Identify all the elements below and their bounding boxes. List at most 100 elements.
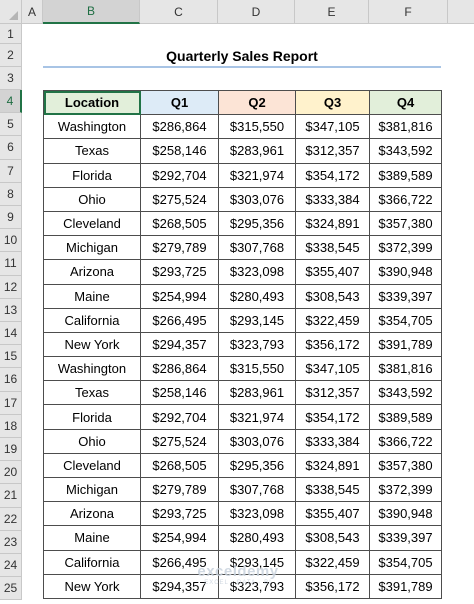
sales-cell-q1[interactable]: $275,524 [140,186,219,212]
row-header-14[interactable]: 14 [0,322,22,346]
sales-cell-q4[interactable]: $391,789 [369,573,442,599]
sales-cell-q3[interactable]: $322,459 [295,549,370,575]
sales-cell-q1[interactable]: $293,725 [140,259,219,285]
sales-cell-q1[interactable]: $258,146 [140,138,219,164]
sales-cell-q1[interactable]: $254,994 [140,525,219,551]
row-header-5[interactable]: 5 [0,113,22,137]
sales-cell-q4[interactable]: $381,816 [369,356,442,382]
row-header-18[interactable]: 18 [0,414,22,438]
sales-cell-q4[interactable]: $391,789 [369,331,442,358]
sales-cell-q4[interactable]: $354,705 [369,549,442,575]
sales-cell-q2[interactable]: $321,974 [218,404,296,430]
column-header-c[interactable]: C [140,0,218,24]
sales-cell-q4[interactable]: $343,592 [369,380,442,406]
sales-cell-q3[interactable]: $308,543 [295,283,370,309]
row-header-1[interactable]: 1 [0,24,22,44]
header-q4[interactable]: Q4 [369,89,442,116]
sales-cell-q2[interactable]: $280,493 [218,283,296,309]
sales-cell-q3[interactable]: $322,459 [295,307,370,333]
location-cell[interactable]: Michigan [43,476,141,503]
row-header-7[interactable]: 7 [0,159,22,183]
sales-cell-q3[interactable]: $355,407 [295,501,370,527]
row-header-21[interactable]: 21 [0,484,22,508]
row-header-20[interactable]: 20 [0,461,22,485]
sales-cell-q1[interactable]: $266,495 [140,307,219,333]
location-cell[interactable]: Florida [43,162,141,188]
sales-cell-q2[interactable]: $323,793 [218,573,296,599]
sales-cell-q1[interactable]: $254,994 [140,283,219,309]
sales-cell-q2[interactable]: $293,145 [218,549,296,575]
row-header-2[interactable]: 2 [0,44,22,67]
sales-cell-q4[interactable]: $390,948 [369,259,442,285]
row-header-10[interactable]: 10 [0,229,22,253]
location-cell[interactable]: Cleveland [43,210,141,237]
sales-cell-q3[interactable]: $347,105 [295,356,370,382]
sales-cell-q4[interactable]: $366,722 [369,428,442,454]
sales-cell-q2[interactable]: $280,493 [218,525,296,551]
sales-cell-q3[interactable]: $356,172 [295,331,370,358]
sales-cell-q4[interactable]: $381,816 [369,114,442,140]
sales-cell-q4[interactable]: $354,705 [369,307,442,333]
sales-cell-q4[interactable]: $357,380 [369,452,442,479]
sales-cell-q2[interactable]: $295,356 [218,210,296,237]
row-header-8[interactable]: 8 [0,182,22,206]
row-header-4[interactable]: 4 [0,90,22,114]
column-header-f[interactable]: F [369,0,448,24]
sales-cell-q2[interactable]: $323,098 [218,501,296,527]
sales-cell-q4[interactable]: $366,722 [369,186,442,212]
sales-cell-q2[interactable]: $315,550 [218,114,296,140]
sales-cell-q3[interactable]: $308,543 [295,525,370,551]
row-header-24[interactable]: 24 [0,554,22,578]
location-cell[interactable]: Texas [43,380,141,406]
sales-cell-q3[interactable]: $347,105 [295,114,370,140]
row-header-15[interactable]: 15 [0,345,22,369]
header-q2[interactable]: Q2 [218,89,296,116]
sales-cell-q1[interactable]: $266,495 [140,549,219,575]
sales-cell-q4[interactable]: $357,380 [369,210,442,237]
row-header-3[interactable]: 3 [0,67,22,90]
location-cell[interactable]: Maine [43,283,141,309]
location-cell[interactable]: Ohio [43,428,141,454]
sales-cell-q1[interactable]: $286,864 [140,114,219,140]
sales-cell-q1[interactable]: $275,524 [140,428,219,454]
sales-cell-q1[interactable]: $293,725 [140,501,219,527]
sales-cell-q2[interactable]: $321,974 [218,162,296,188]
sales-cell-q1[interactable]: $292,704 [140,162,219,188]
sales-cell-q4[interactable]: $389,589 [369,162,442,188]
sales-cell-q3[interactable]: $312,357 [295,138,370,164]
location-cell[interactable]: Washington [43,356,141,382]
sales-cell-q3[interactable]: $354,172 [295,162,370,188]
location-cell[interactable]: New York [43,573,141,599]
sales-cell-q2[interactable]: $303,076 [218,428,296,454]
sales-cell-q4[interactable]: $372,399 [369,235,442,261]
location-cell[interactable]: Florida [43,404,141,430]
sales-cell-q2[interactable]: $307,768 [218,476,296,503]
location-cell[interactable]: Ohio [43,186,141,212]
sales-cell-q3[interactable]: $312,357 [295,380,370,406]
location-cell[interactable]: California [43,549,141,575]
sales-cell-q3[interactable]: $333,384 [295,186,370,212]
sales-cell-q2[interactable]: $323,793 [218,331,296,358]
sales-cell-q2[interactable]: $307,768 [218,235,296,261]
sales-cell-q4[interactable]: $372,399 [369,476,442,503]
header-location[interactable]: Location [43,89,141,116]
sales-cell-q1[interactable]: $279,789 [140,476,219,503]
row-header-9[interactable]: 9 [0,206,22,230]
location-cell[interactable]: California [43,307,141,333]
row-header-13[interactable]: 13 [0,298,22,322]
location-cell[interactable]: New York [43,331,141,358]
column-header-d[interactable]: D [218,0,295,24]
location-cell[interactable]: Arizona [43,501,141,527]
sales-cell-q1[interactable]: $286,864 [140,356,219,382]
sales-cell-q3[interactable]: $354,172 [295,404,370,430]
sales-cell-q4[interactable]: $389,589 [369,404,442,430]
sales-cell-q1[interactable]: $279,789 [140,235,219,261]
sales-cell-q2[interactable]: $323,098 [218,259,296,285]
sales-cell-q3[interactable]: $356,172 [295,573,370,599]
location-cell[interactable]: Maine [43,525,141,551]
row-header-11[interactable]: 11 [0,252,22,276]
column-header-a[interactable]: A [22,0,43,24]
sales-cell-q1[interactable]: $292,704 [140,404,219,430]
sales-cell-q1[interactable]: $268,505 [140,452,219,479]
sales-cell-q2[interactable]: $283,961 [218,380,296,406]
